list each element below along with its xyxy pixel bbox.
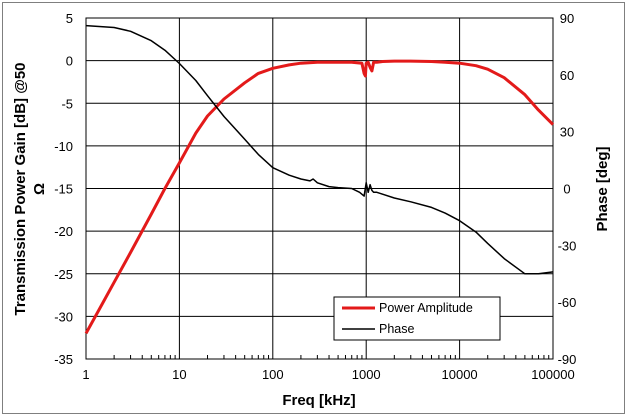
y-right-tick-label: 0 — [563, 182, 570, 197]
x-tick-label: 100 — [262, 367, 284, 382]
legend-label-phase: Phase — [379, 322, 414, 336]
y-left-axis-label: Transmission Power Gain [dB] @50 — [12, 62, 29, 315]
x-tick-label: 1 — [82, 367, 89, 382]
y-right-tick-label: -30 — [558, 238, 577, 253]
legend-box — [333, 296, 501, 341]
chart-frame: 1 10 100 1000 10000 100000 5 0 -5 -10 -15 -20 -25 -3… — [2, 2, 625, 414]
y-left-tick-labels: 5 0 -5 -10 -15 -20 -25 -30 -35 — [54, 11, 73, 367]
y-right-tick-labels: 90 60 30 0 -30 -60 -90 — [558, 11, 577, 367]
x-tick-labels: 1 10 100 1000 10000 100000 — [82, 367, 574, 382]
x-tick-label: 1000 — [352, 367, 381, 382]
y-left-tick-label: -15 — [54, 182, 73, 197]
y-left-tick-label: 0 — [66, 54, 73, 69]
y-left-tick-label: -5 — [61, 96, 73, 111]
y-right-axis-label: Phase [deg] — [594, 146, 611, 231]
y-left-tick-label: -25 — [54, 267, 73, 282]
y-left-tick-label: -20 — [54, 224, 73, 239]
y-left-tick-label: -10 — [54, 139, 73, 154]
x-tick-label: 10 — [172, 367, 186, 382]
legend-label-power-amplitude: Power Amplitude — [379, 301, 473, 315]
legend: Power Amplitude Phase — [333, 296, 501, 341]
y-right-tick-label: -60 — [558, 295, 577, 310]
series-layer — [84, 24, 555, 335]
y-left-tick-label: 5 — [66, 11, 73, 26]
x-tick-label: 10000 — [442, 367, 478, 382]
dual-axis-line-chart: 1 10 100 1000 10000 100000 5 0 -5 -10 -15 -20 -25 -3… — [12, 11, 611, 409]
series-line-phase — [85, 24, 554, 275]
x-axis-label: Freq [kHz] — [282, 392, 355, 409]
y-right-tick-label: 30 — [560, 125, 574, 140]
x-tick-label: 100000 — [531, 367, 574, 382]
plot-border — [85, 17, 554, 360]
y-left-tick-label: -35 — [54, 352, 73, 367]
y-right-tick-label: 90 — [560, 11, 574, 26]
series-line-power-amplitude — [84, 59, 555, 335]
y-left-tick-label: -30 — [54, 309, 73, 324]
y-left-axis-label-unit: Ω — [31, 183, 48, 195]
y-right-tick-label: 60 — [560, 68, 574, 83]
x-minor-ticks — [113, 355, 550, 359]
y-right-tick-label: -90 — [558, 352, 577, 367]
